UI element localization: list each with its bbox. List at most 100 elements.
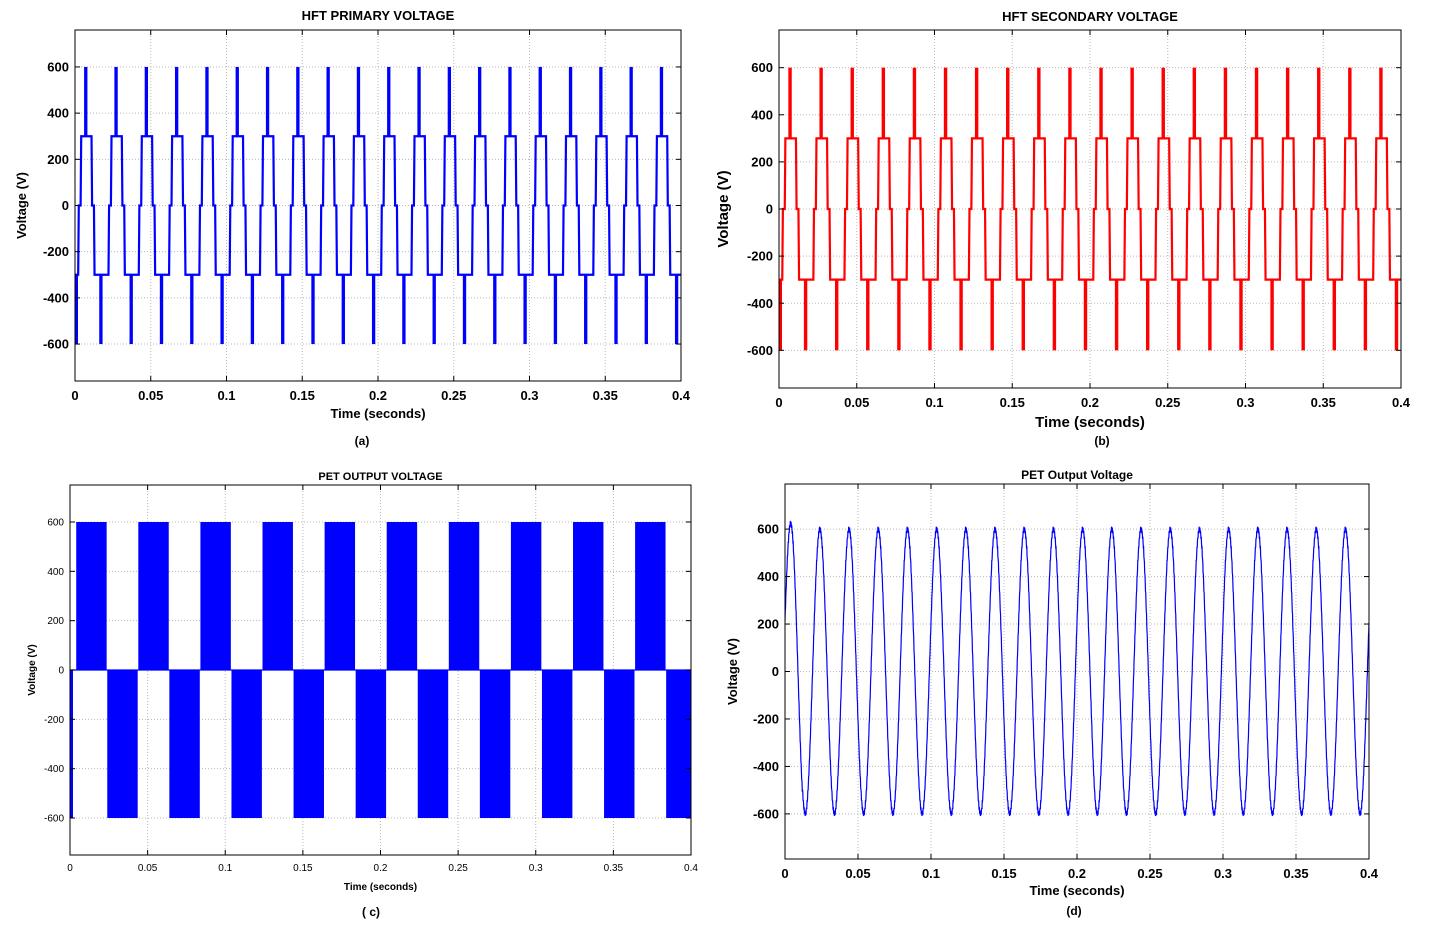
pwm-burst-positive <box>76 522 107 670</box>
pwm-burst-positive <box>386 522 418 670</box>
grid <box>784 484 1370 859</box>
pulse-block-positive <box>720 67 723 136</box>
square-wave-line <box>779 137 1401 281</box>
pulse-block-negative <box>99 274 103 345</box>
grid <box>778 30 1402 388</box>
pulse-block-positive <box>1379 67 1383 139</box>
tick-marks <box>69 485 692 855</box>
pulse-block-positive <box>690 67 693 136</box>
pulse-block-positive <box>114 66 118 137</box>
pulse-block-negative <box>1363 279 1368 351</box>
pulse-block-negative <box>1177 279 1181 351</box>
pulse-block-positive <box>599 66 603 137</box>
x-tick-label: 0.15 <box>991 866 1016 881</box>
pwm-burst-positive <box>448 522 480 670</box>
pulse-block-negative <box>584 274 588 345</box>
pulse-block-negative <box>523 274 527 345</box>
chart-title: HFT PRIMARY VOLTAGE <box>302 8 455 23</box>
y-tick-label: 600 <box>757 522 779 537</box>
pulse-block-positive <box>974 67 979 139</box>
panel-d: 0 0.05 0.1 0.15 0.2 0.25 0.3 0.35 0.4 600 400 200 0 -… <box>725 468 1379 918</box>
y-tick-label: -400 <box>753 759 779 774</box>
x-tick-label: 0.2 <box>1081 395 1099 410</box>
y-tick-label: 600 <box>47 59 69 74</box>
pwm-burst-negative <box>541 670 573 818</box>
series-waveform <box>785 520 1369 817</box>
pulse-block-positive <box>1317 67 1321 139</box>
pulse-block-positive <box>387 66 391 137</box>
pulse-block-negative <box>897 279 901 351</box>
series-waveform <box>779 67 1429 351</box>
pulse-block-positive <box>1192 67 1197 139</box>
series-waveform <box>75 66 739 345</box>
pulse-block-negative <box>866 279 870 351</box>
pulse-block-negative <box>250 274 255 345</box>
y-tick-label: 200 <box>47 152 69 167</box>
square-wave-line <box>75 135 681 276</box>
y-axis-label: Voltage (V) <box>725 638 740 705</box>
pulse-block-negative <box>803 279 808 351</box>
pulse-block-negative <box>281 274 285 345</box>
pwm-burst-positive <box>200 522 231 670</box>
pulse-block-negative <box>1426 280 1429 351</box>
chart-title: PET OUTPUT VOLTAGE <box>318 471 442 483</box>
x-tick-label: 0.05 <box>845 866 870 881</box>
pulse-block-negative <box>159 274 164 345</box>
pulse-block-negative <box>990 279 994 351</box>
x-tick-label: 0.25 <box>441 388 466 403</box>
pulse-block-positive <box>417 66 421 137</box>
pwm-burst-negative <box>479 670 511 818</box>
y-tick-label: -600 <box>43 337 69 352</box>
y-tick-label: -200 <box>43 244 69 259</box>
pulse-block-negative <box>834 279 839 351</box>
panel-caption: (a) <box>355 434 370 448</box>
pwm-burst-negative <box>355 670 387 818</box>
pulse-block-negative <box>1394 279 1399 351</box>
x-tick-label: 0.3 <box>1214 866 1232 881</box>
x-tick-label: 0.35 <box>593 388 618 403</box>
x-tick-label: 0.15 <box>1000 395 1025 410</box>
pulse-block-negative <box>736 275 739 344</box>
y-tick-label: 400 <box>757 569 779 584</box>
pulse-block-positive <box>356 66 361 137</box>
tick-marks <box>778 30 1402 388</box>
pwm-burst-negative <box>666 670 691 818</box>
pulse-block-negative <box>129 274 133 345</box>
pwm-burst-negative <box>70 670 73 818</box>
pulse-block-negative <box>1301 279 1305 351</box>
pulse-block-negative <box>644 274 648 345</box>
x-tick-label: 0.35 <box>1311 395 1336 410</box>
y-tick-label: -200 <box>753 712 779 727</box>
pulse-block-positive <box>1099 67 1103 139</box>
pulse-block-negative <box>432 274 436 345</box>
x-axis-label: Time (seconds) <box>1029 883 1124 898</box>
pulse-block-positive <box>447 66 452 137</box>
pulse-block-negative <box>1239 279 1243 351</box>
y-axis-label: Voltage (V) <box>715 170 732 247</box>
y-tick-label: -200 <box>747 249 773 264</box>
pulse-block-negative <box>1332 279 1337 351</box>
x-tick-label: 0.4 <box>672 388 691 403</box>
x-tick-label: 0.1 <box>218 863 232 874</box>
pwm-burst-negative <box>231 670 262 818</box>
pulse-block-positive <box>508 66 512 137</box>
pulse-block-negative <box>371 274 376 345</box>
y-axis-label: Voltage (V) <box>27 644 38 695</box>
x-tick-label: 0 <box>71 388 78 403</box>
pulse-block-positive <box>235 66 239 137</box>
x-tick-label: 0.25 <box>448 863 468 874</box>
chart-title: PET Output Voltage <box>1021 468 1133 482</box>
pulse-block-positive <box>1130 67 1134 139</box>
pulse-block-positive <box>1037 67 1041 139</box>
pwm-burst-negative <box>293 670 324 818</box>
pulse-block-negative <box>1083 279 1088 351</box>
pwm-burst-negative <box>107 670 138 818</box>
pulse-block-positive <box>538 66 542 137</box>
y-tick-label: 400 <box>47 106 69 121</box>
pulse-block-positive <box>659 66 664 137</box>
x-tick-label: 0.1 <box>922 866 940 881</box>
pulse-block-negative <box>75 274 78 345</box>
pwm-burst-negative <box>169 670 200 818</box>
pulse-block-positive <box>788 67 792 139</box>
